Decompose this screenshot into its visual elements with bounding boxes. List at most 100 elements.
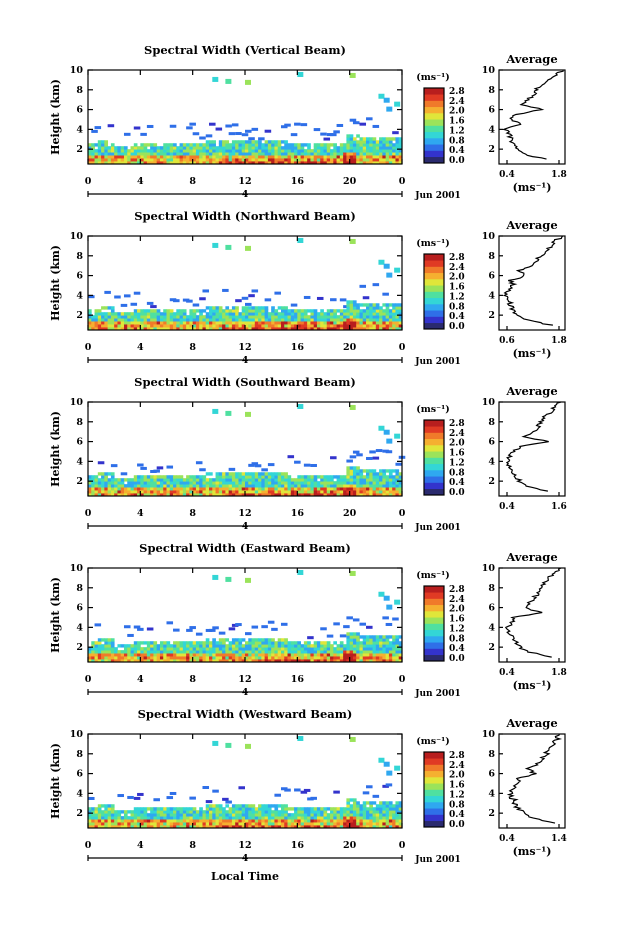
heatmap-cell [320,813,324,817]
profile-frame [498,567,566,663]
heatmap-cell [326,822,331,826]
heatmap-cell [192,813,197,817]
heatmap-cell [261,647,266,651]
heatmap-cell [218,152,223,156]
heatmap-cell [189,161,194,165]
heatmap-cell [339,647,344,651]
heatmap-cell [127,152,131,156]
heatmap-cell [163,807,167,811]
heatmap-cell [143,653,148,657]
heatmap-cell [333,481,337,485]
heatmap-cell [280,659,285,663]
colorbar-segment [424,125,444,133]
heatmap-cell [123,644,128,648]
heatmap-cell [110,641,115,645]
heatmap-cell [159,149,164,153]
heatmap-cell [274,291,281,295]
heatmap-cell [356,822,360,826]
heatmap-cell [261,146,266,150]
heatmap-cell [277,647,282,651]
heatmap-cell [212,76,219,82]
heatmap-cell [173,813,177,817]
heatmap-cell [222,822,226,826]
heatmap-cell [313,819,318,823]
heatmap-cell [307,641,311,645]
heatmap-cell [248,644,252,648]
heatmap-cell [248,315,252,319]
heatmap-cell [254,475,259,479]
heatmap-cell [382,324,387,328]
heatmap-cell [205,650,210,654]
heatmap-cell [205,825,210,829]
heatmap-cell [375,327,380,331]
heatmap-cell [366,327,370,331]
heatmap-cell [379,635,383,639]
heatmap-cell [352,303,357,307]
heatmap-cell [280,490,285,494]
heatmap-cell [133,810,138,814]
heatmap-cell [366,656,370,660]
heatmap-cell [395,472,400,476]
heatmap-cell [245,152,249,156]
heatmap-cell [379,312,383,316]
heatmap-cell [254,161,259,165]
heatmap-cell [349,493,354,497]
heatmap-cell [271,161,275,165]
heatmap-cell [372,327,377,331]
heatmap-cell [225,647,230,651]
heatmap-cell [388,152,393,156]
heatmap-cell [153,312,158,316]
heatmap-cell [143,146,148,150]
heatmap-cell [104,306,109,310]
heatmap-cell [241,650,246,654]
heatmap-cell [395,315,400,319]
heatmap-cell [186,158,190,162]
heatmap-cell [91,819,95,823]
heatmap-cell [352,819,357,823]
colorbar-segment [424,802,444,809]
heatmap-cell [192,487,197,491]
heatmap-cell [267,321,272,325]
heatmap-cell [300,318,305,322]
heatmap-cell [241,475,246,479]
heatmap-cell [173,650,177,654]
heatmap-cell [173,149,177,153]
heatmap-cell [107,659,112,663]
heatmap-cell [297,484,301,488]
heatmap-cell [212,408,219,414]
heatmap-cell [94,650,99,654]
heatmap-cell [261,816,266,820]
heatmap-cell [274,140,279,144]
heatmap-cell [156,466,164,470]
heatmap-cell [274,650,279,654]
heatmap-cell [254,647,259,651]
heatmap-cell [218,478,223,482]
heatmap-cell [383,429,390,435]
heatmap-cell [94,126,102,130]
heatmap-cell [274,484,279,488]
heatmap-cell [385,813,390,817]
heatmap-cell [339,656,344,660]
heatmap-cell [173,484,177,488]
heatmap-cell [379,819,383,823]
y-axis-label: Height (km) [49,411,62,487]
heatmap-cell [123,158,128,162]
heatmap-cell [212,810,216,814]
average-title: Average [505,384,557,398]
heatmap-cell [297,825,301,829]
colorbar-segment [424,820,444,828]
heatmap-cell [264,650,269,654]
heatmap-cell [215,819,220,823]
heatmap-cell [179,647,184,651]
heatmap-cell [235,493,239,497]
heatmap-cell [366,807,370,811]
heatmap-cell [143,810,148,814]
heatmap-cell [385,137,390,141]
heatmap-cell [382,490,387,494]
heatmap-cell [241,152,246,156]
colorbar-segment [424,322,444,330]
heatmap-cell [382,807,387,811]
heatmap-cell [104,487,109,491]
colorbar-segment [424,795,444,803]
heatmap-cell [362,490,367,494]
